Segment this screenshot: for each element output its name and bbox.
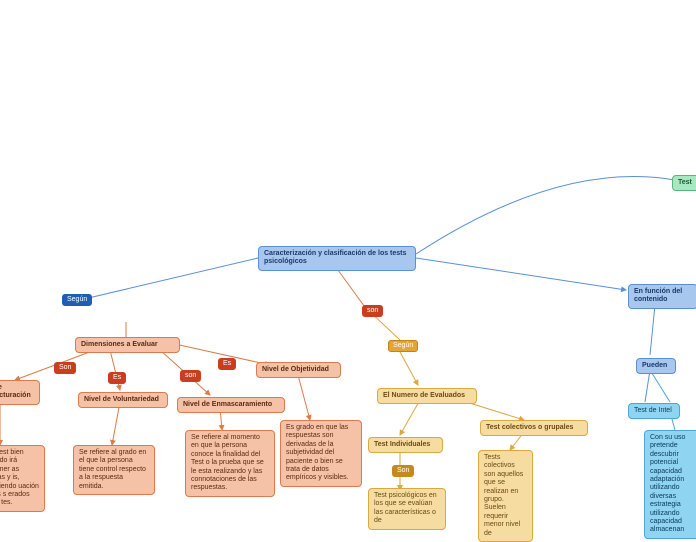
label-son2: son bbox=[180, 370, 201, 382]
label-es1: Es bbox=[108, 372, 126, 384]
nivel-estruct-node: el de structuración bbox=[0, 380, 40, 405]
desc-enmasc-node: Se refiere al momento en que la persona … bbox=[185, 430, 275, 497]
en-funcion-node: En función del contenido bbox=[628, 284, 696, 309]
test-colect-node: Test colectivos o grupales bbox=[480, 420, 588, 436]
numero-eval-node: El Numero de Evaluados bbox=[377, 388, 477, 404]
desc-colect-node: Tests colectivos son aquellos que se rea… bbox=[478, 450, 533, 542]
root-node: Caracterización y clasificación de los t… bbox=[258, 246, 416, 271]
test-top-node: Test bbox=[672, 175, 696, 191]
label-son-top: son bbox=[362, 305, 383, 317]
test-indiv-node: Test Individuales bbox=[368, 437, 443, 453]
nivel-objet-node: Nivel de Objetividad bbox=[256, 362, 341, 378]
desc-estruct-node: un Test bien curado irá obtener as corta… bbox=[0, 445, 45, 512]
dimensiones-node: Dimensiones a Evaluar bbox=[75, 337, 180, 353]
desc-indiv-node: Test psicológicos en los que se evalúan … bbox=[368, 488, 446, 530]
desc-volunt-node: Se refiere al grado en el que la persona… bbox=[73, 445, 155, 495]
nivel-enmasc-node: Nivel de Enmascaramiento bbox=[177, 397, 285, 413]
pueden-node: Pueden bbox=[636, 358, 676, 374]
test-intel-node: Test de Intel bbox=[628, 403, 680, 419]
label-segun-mid: Según bbox=[388, 340, 418, 352]
label-son-indiv: Son bbox=[392, 465, 414, 477]
label-es2: Es bbox=[218, 358, 236, 370]
nivel-volunt-node: Nivel de Voluntariedad bbox=[78, 392, 168, 408]
desc-objet-node: Es grado en que las respuestas son deriv… bbox=[280, 420, 362, 487]
label-son1: Son bbox=[54, 362, 76, 374]
desc-intel-node: Con su uso pretende descubrir potencial … bbox=[644, 430, 696, 539]
label-segun-left: Según bbox=[62, 294, 92, 306]
